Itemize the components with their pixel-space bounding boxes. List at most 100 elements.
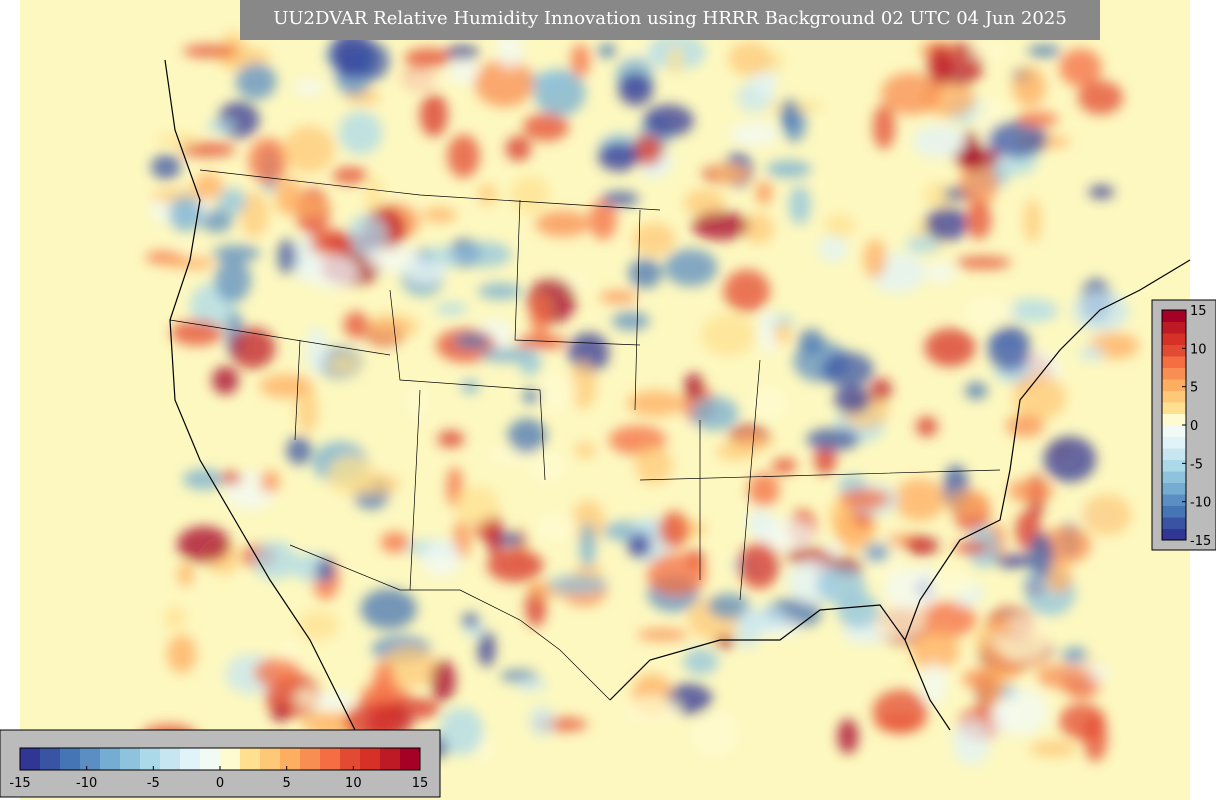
field-blob [286,436,312,465]
field-blob [990,703,1008,738]
field-blob [574,442,597,459]
field-blob [240,191,269,238]
field-blob [924,328,976,367]
gulf-coast [609,604,906,701]
colorbar-swatch [1162,494,1186,506]
field-blob [274,197,332,216]
field-blob [310,228,353,257]
field-blob [839,488,891,509]
field-blob [460,379,480,394]
colorbar-swatch [1162,413,1186,426]
colorbar-swatch [1162,459,1186,472]
field-blob [356,42,390,80]
field-blob [514,677,548,691]
field-blob [372,661,395,706]
colorbar-tick-label: -10 [1190,496,1211,511]
field-blob [618,72,654,106]
field-blob [987,617,1013,635]
field-blob [211,366,239,395]
field-blob [180,142,236,158]
colorbar-swatch [180,748,201,770]
field-blob [314,692,354,711]
colorbar-swatch [1162,471,1186,483]
field-blob [658,511,690,548]
field-blob [200,208,233,233]
field-blob [963,297,1016,327]
field-blob [925,206,968,242]
field-blob [437,430,465,448]
field-blob [1043,436,1097,483]
colorbar-swatch [320,748,341,770]
colorbar-swatch [1162,344,1186,357]
field-blob [439,707,484,756]
field-blob [974,624,996,656]
colorbar-tick-label: 10 [345,776,362,791]
field-blob [691,396,739,431]
field-blob [927,44,952,87]
field-blob [406,385,429,419]
field-blob [535,210,591,237]
field-blob [522,388,541,404]
colorbar-swatch [1162,310,1186,322]
field-blob [327,354,361,374]
field-blob [814,444,837,475]
field-blob [1059,48,1102,87]
field-blob [912,124,966,158]
field-blob [1079,345,1105,362]
field-blob [305,255,359,290]
colorbar-swatch [40,748,61,770]
field-blob [611,311,650,331]
field-blob [317,557,334,583]
field-blob [632,222,676,257]
field-blob [507,418,547,454]
field-blob [959,158,998,207]
field-blob [1072,290,1129,332]
field-blob [343,311,369,339]
field-blob [837,718,859,754]
field-blob [1045,561,1072,594]
field-blob [212,244,261,262]
field-blob [906,235,940,254]
field-blob [461,613,480,628]
field-blob [380,646,438,689]
colorbar-swatch [1162,321,1186,334]
field-blob [474,59,535,108]
west-coast [164,59,371,761]
map-title: UU2DVAR Relative Humidity Innovation usi… [273,8,1067,29]
field-blob [952,146,1001,168]
field-blob [884,567,942,610]
field-blob [1012,66,1047,108]
field-blob [522,113,569,142]
field-blob [628,258,662,289]
field-blob [579,521,596,569]
field-blob [170,319,223,346]
field-blob [292,79,325,95]
field-blob [364,176,384,217]
colorbar-tick-label: 5 [283,776,291,791]
field-blob [929,569,976,598]
field-blob [910,629,960,672]
field-blob [978,666,1004,707]
field-blob [893,478,946,522]
field-blob [872,689,928,734]
field-blob [667,44,684,76]
field-blob [1077,80,1124,115]
field-blob [822,352,874,388]
field-blob [347,214,388,256]
field-blob [419,92,448,137]
field-blob [691,710,739,757]
field-blob [421,539,462,578]
colorbar-swatch [1162,333,1186,345]
field-blob [755,180,773,205]
field-blob [477,183,498,206]
field-blob [1005,298,1059,323]
field-blob [728,41,771,77]
colorbar-swatch [340,748,361,770]
field-blob [259,470,280,493]
field-blob [597,142,640,172]
field-blob [568,361,597,410]
field-blob [380,531,410,553]
field-blob [646,553,707,596]
field-blob [863,239,887,279]
